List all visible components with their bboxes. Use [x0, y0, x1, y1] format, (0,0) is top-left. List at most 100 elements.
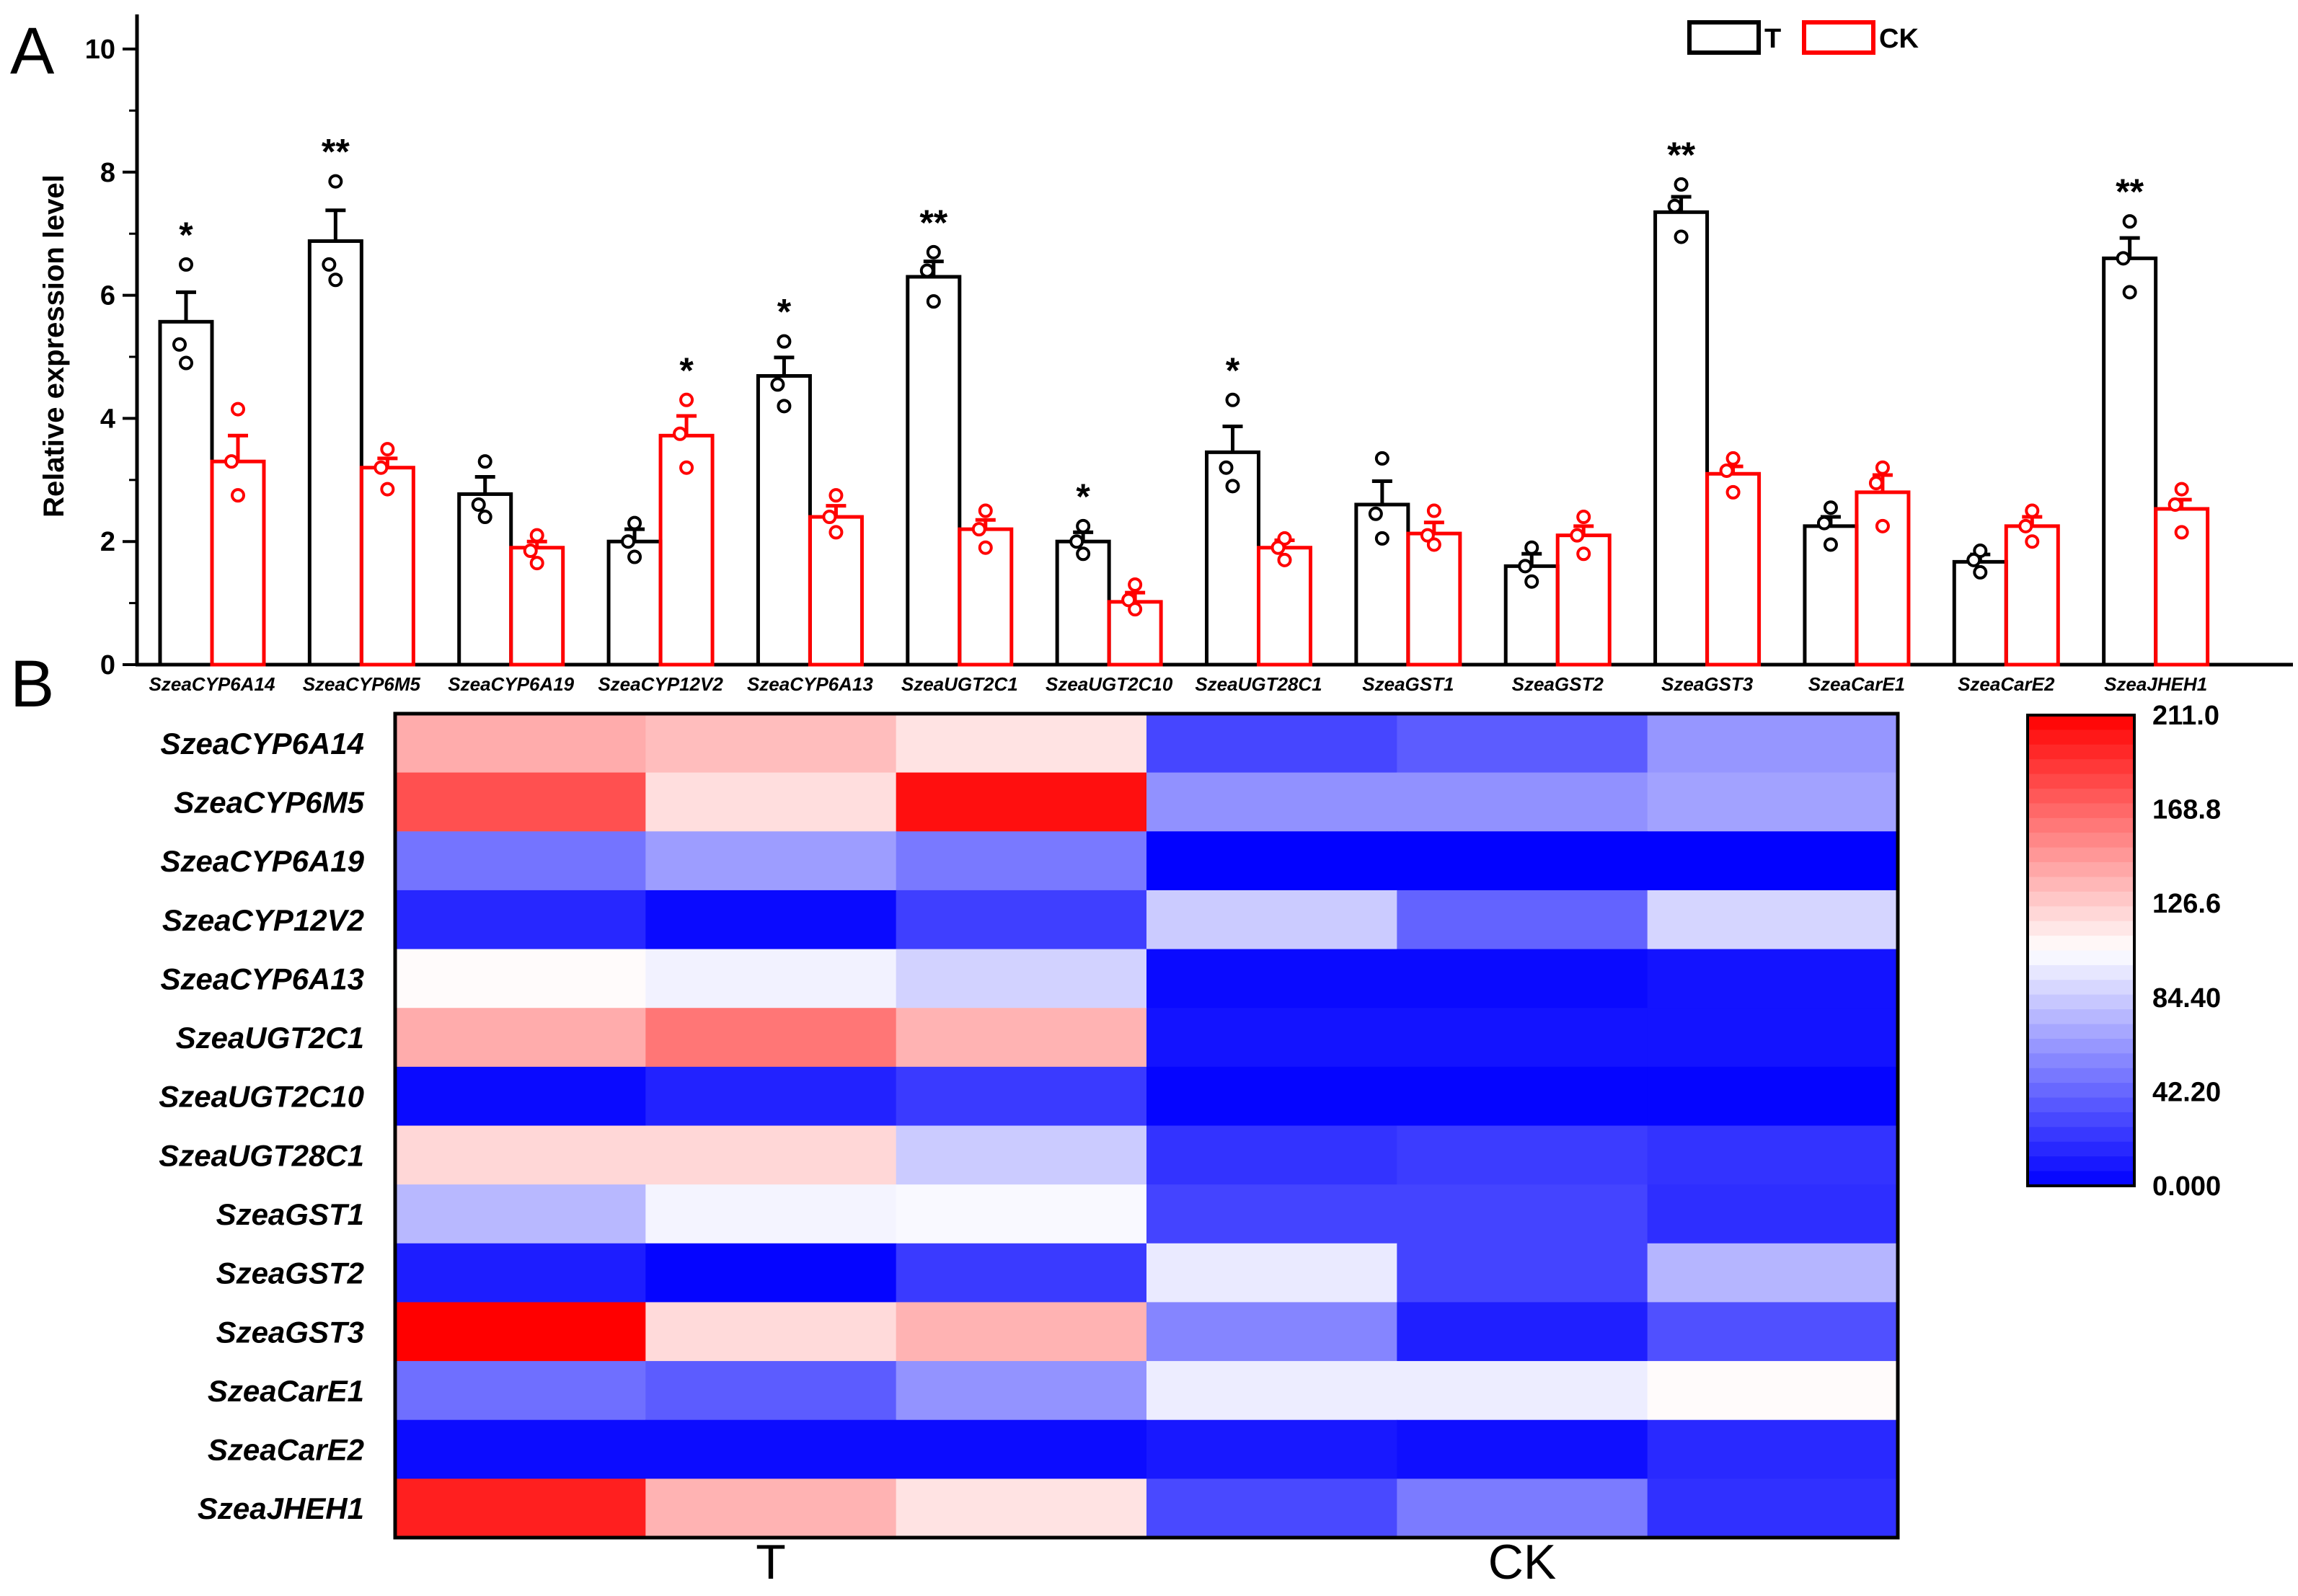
significance-marker: *: [777, 292, 792, 332]
data-point: [1420, 528, 1435, 543]
colorbar-step: [2028, 936, 2134, 952]
data-point: [1277, 531, 1292, 546]
data-point: [627, 549, 642, 564]
colorbar-step: [2028, 1024, 2134, 1039]
heatmap-cell: [1647, 1302, 1899, 1362]
data-point: [1667, 198, 1682, 213]
bar-t-SzeaJHEH1: [2102, 256, 2158, 667]
data-point: [1875, 518, 1890, 533]
heatmap-cell: [1146, 831, 1397, 891]
bar-ck-SzeaGST3: [1705, 471, 1762, 667]
bar-ck-SzeaCarE1: [1855, 490, 1911, 667]
data-point: [477, 510, 492, 525]
data-point: [828, 488, 844, 503]
data-point: [374, 460, 389, 475]
data-point: [822, 510, 837, 525]
data-point: [1725, 484, 1741, 500]
heatmap-row-label: SzeaCarE1: [208, 1374, 364, 1408]
heatmap-cell: [1397, 1478, 1648, 1538]
heatmap-cell: [645, 1184, 897, 1244]
y-tick-label: 4: [100, 404, 115, 434]
data-point: [1368, 506, 1383, 521]
heatmap-cell: [395, 949, 646, 1008]
heatmap-cell: [1647, 1361, 1899, 1421]
x-tick-label: SzeaGST1: [1362, 673, 1454, 695]
data-point: [1069, 534, 1084, 549]
x-tick-label: SzeaGST3: [1661, 673, 1754, 695]
heatmap-row-label: SzeaUGT28C1: [159, 1138, 364, 1172]
x-tick-label: SzeaGST2: [1512, 673, 1604, 695]
heatmap-row-label: SzeaJHEH1: [198, 1491, 364, 1525]
heatmap-cell: [1397, 890, 1648, 950]
data-point: [1426, 503, 1441, 518]
data-point: [1128, 602, 1143, 617]
heatmap-cell: [395, 772, 646, 832]
heatmap-cell: [395, 1302, 646, 1362]
data-point: [978, 540, 993, 555]
data-point: [1076, 546, 1091, 562]
y-tick-label: 0: [100, 650, 115, 680]
data-point: [529, 556, 544, 571]
data-point: [529, 528, 544, 543]
data-point: [1570, 528, 1585, 543]
data-point: [179, 257, 193, 272]
heatmap-cell: [1146, 890, 1397, 950]
data-point: [1225, 479, 1240, 494]
heatmap-cell: [645, 1125, 897, 1185]
heatmap-cell: [896, 1066, 1147, 1127]
heatmap-cell: [645, 1302, 897, 1362]
heatmap-cell: [645, 1419, 897, 1479]
heatmap-cell: [645, 1361, 897, 1421]
heatmap-cell: [645, 890, 897, 950]
heatmap-cell: [1397, 1008, 1648, 1068]
data-point: [1374, 531, 1389, 546]
y-tick-label: 10: [85, 35, 115, 65]
data-point: [1719, 463, 1734, 478]
colorbar-step: [2028, 773, 2134, 789]
colorbar-step: [2028, 965, 2134, 980]
colorbar-step: [2028, 715, 2134, 731]
colorbar-step: [2028, 847, 2134, 863]
heatmap-cell: [395, 1243, 646, 1303]
data-point: [2025, 503, 2040, 518]
colorbar-step: [2028, 1097, 2134, 1113]
legend-swatch-ck: [1802, 20, 1875, 55]
colorbar-step: [2028, 1141, 2134, 1157]
legend: T CK: [1687, 20, 1919, 55]
y-tick-label: 2: [100, 527, 115, 557]
colorbar-frame: [2026, 714, 2136, 1187]
heatmap-cell: [395, 890, 646, 950]
heatmap-cell: [1397, 714, 1648, 773]
heatmap-cell: [896, 831, 1147, 891]
heatmap-cell: [1397, 1184, 1648, 1244]
data-point: [477, 454, 492, 469]
heatmap-cell: [645, 1008, 897, 1068]
data-point: [1277, 552, 1292, 567]
heatmap-cell: [645, 949, 897, 1008]
heatmap-cell: [1146, 772, 1397, 832]
data-point: [1076, 518, 1091, 533]
significance-marker: *: [1076, 476, 1090, 517]
data-point: [1725, 451, 1741, 466]
colorbar-step: [2028, 891, 2134, 907]
colorbar-step: [2028, 759, 2134, 775]
data-point: [777, 399, 792, 414]
significance-marker: **: [1667, 135, 1695, 175]
heatmap-cell: [395, 714, 646, 773]
heatmap-cell: [896, 772, 1147, 832]
heatmap-row-label: SzeaCYP12V2: [162, 903, 364, 937]
y-tick-label: 8: [100, 158, 115, 188]
heatmap-cell: [1146, 1184, 1397, 1244]
colorbar-step: [2028, 862, 2134, 878]
heatmap-cell: [896, 714, 1147, 773]
heatmap-row-label: SzeaGST1: [216, 1197, 364, 1231]
x-tick-label: SzeaCYP6M5: [303, 673, 421, 695]
data-point: [673, 426, 688, 441]
x-tick-label: SzeaJHEH1: [2104, 673, 2207, 695]
heatmap-row-label: SzeaCYP6M5: [174, 785, 364, 819]
heatmap-cell: [896, 949, 1147, 1008]
data-point: [777, 334, 792, 349]
data-point: [2174, 525, 2189, 540]
data-point: [621, 534, 636, 549]
heatmap-row-label: SzeaGST2: [216, 1256, 364, 1290]
